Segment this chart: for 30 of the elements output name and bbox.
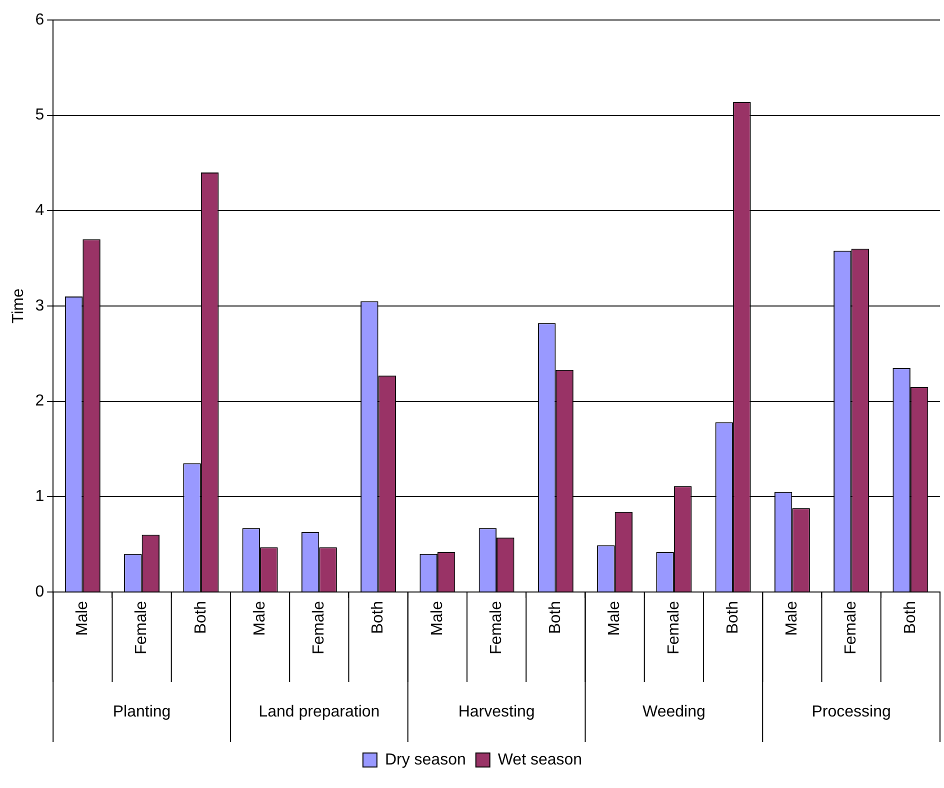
x-tick-label: Male [251, 600, 268, 636]
x-tick-label: Female [310, 600, 328, 654]
x-tick-label: Both [547, 601, 564, 634]
x-tick-label: Male [606, 600, 624, 636]
y-tick-label: 0 [35, 583, 44, 600]
x-tick-label: Both [192, 601, 210, 634]
x-tick-label: Female [133, 600, 150, 654]
x-tick-label: Male [74, 600, 92, 636]
x-tick-label: Both [902, 601, 919, 634]
text: Weeding [642, 703, 706, 720]
text: Processing [812, 703, 891, 720]
y-tick-label: 5 [35, 106, 44, 124]
y-tick-label: 6 [35, 11, 44, 28]
y-tick-label: 2 [35, 392, 44, 410]
legend-label: Wet season [498, 751, 582, 768]
x-tick-label: Male [784, 600, 801, 636]
x-tick-label: Female [842, 600, 860, 654]
x-tick-label: Male [428, 600, 446, 636]
y-tick-label: 3 [35, 297, 44, 314]
legend-label: Dry season [384, 751, 466, 768]
y-tick-label: 1 [35, 488, 44, 506]
x-tick-label: Both [370, 601, 387, 634]
x-tick-label: Both [724, 601, 742, 634]
text: Planting [112, 703, 171, 720]
text: Harvesting [458, 703, 535, 720]
y-tick-label: 4 [35, 202, 44, 220]
y-axis-title: Time [10, 288, 28, 324]
x-tick-label: Female [665, 600, 682, 654]
text: Land preparation [258, 703, 380, 720]
x-tick-label: Female [488, 600, 505, 654]
